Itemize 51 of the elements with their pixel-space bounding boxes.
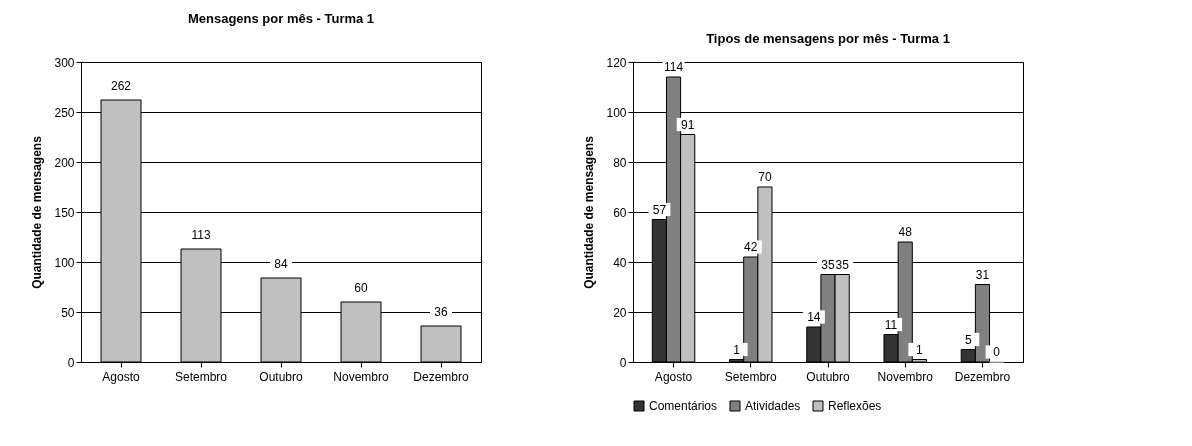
data-label: 70 [758,170,772,184]
y-tick-label: 60 [613,205,627,220]
data-label: 48 [898,225,913,239]
chart-title: Tipos de mensagens por mês - Turma 1 [706,31,950,46]
data-label: 0 [993,345,1001,359]
data-label: 11 [884,317,898,332]
y-tick-label: 250 [54,105,75,120]
data-label: 42 [744,240,758,254]
data-label: 5 [964,332,972,347]
legend-label: Atividades [745,399,801,413]
data-label: 57 [652,202,667,217]
legend-label: Reflexões [828,399,882,413]
y-axis-title: Quantidade de mensagens [582,135,597,289]
y-tick-label: 100 [606,105,627,120]
y-tick-label: 120 [606,55,627,70]
chart-title: Mensagens por mês - Turma 1 [187,11,375,26]
x-tick-label: Agosto [102,369,141,384]
x-tick-label: Outubro [259,369,304,384]
y-tick-label: 20 [613,305,627,320]
data-label: 14 [807,310,821,324]
data-label: 91 [681,117,695,132]
y-tick-label: 100 [54,255,75,270]
data-label: 262 [110,79,132,93]
data-label: 1 [916,342,924,357]
x-tick-label: Setembro [174,369,228,384]
data-label: 35 [835,257,850,272]
y-tick-label: 150 [54,205,75,220]
y-tick-label: 0 [67,355,75,370]
x-tick-label: Dezembro [413,369,469,384]
x-tick-label: Outubro [806,369,851,384]
x-tick-label: Novembro [333,369,389,384]
data-label: 31 [975,267,990,282]
data-label: 114 [663,60,684,74]
y-tick-label: 40 [613,255,627,270]
legend-label: Comentários [649,399,718,413]
data-label: 84 [274,257,288,271]
y-tick-label: 200 [54,155,75,170]
x-tick-label: Novembro [877,369,934,384]
data-label: 113 [191,228,211,242]
x-tick-label: Dezembro [954,369,1011,384]
data-label: 36 [434,305,448,319]
y-tick-label: 80 [613,155,627,170]
x-tick-label: Agosto [654,369,693,384]
y-axis-title: Quantidade de mensagens [30,135,45,289]
y-tick-label: 0 [619,355,627,370]
x-tick-label: Setembro [724,369,778,384]
y-tick-label: 300 [54,55,75,70]
y-tick-label: 50 [61,305,75,320]
data-label: 35 [821,257,835,272]
data-label: 60 [354,281,368,295]
data-label: 1 [733,342,741,357]
